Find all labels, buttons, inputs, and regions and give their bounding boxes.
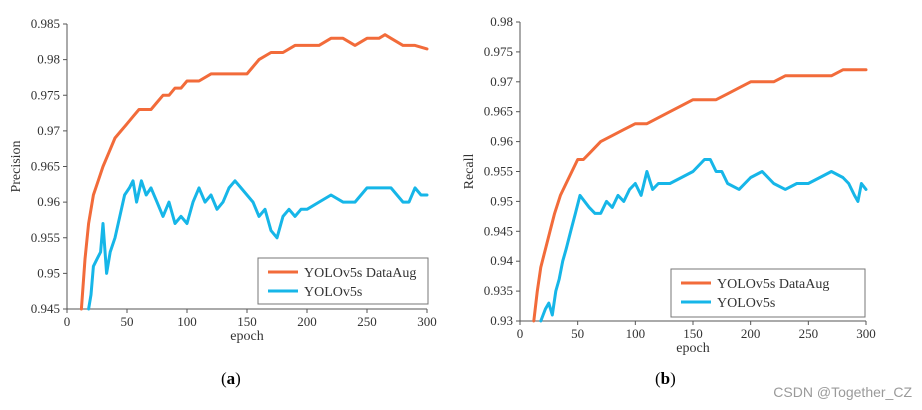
- pa-x-tick-label: 200: [297, 314, 317, 329]
- caption-a: (a): [221, 369, 241, 388]
- pa-y-tick-label: 0.98: [37, 52, 60, 67]
- caption-b-label: b: [660, 369, 671, 388]
- pb-y-tick-label: 0.96: [490, 134, 513, 149]
- pa-legend-label-0: YOLOv5s DataAug: [304, 266, 416, 281]
- pb-y-tick-label: 0.975: [484, 44, 513, 59]
- pb-y-tick-label: 0.935: [484, 283, 513, 298]
- caption-a-label: a: [226, 369, 236, 388]
- pa-legend-box: [257, 257, 429, 305]
- pa-x-tick-label: 50: [121, 314, 134, 329]
- pb-x-tick-label: 250: [799, 326, 819, 341]
- pa-y-tick-label: 0.96: [37, 194, 60, 209]
- pb-x-axis-label: epoch: [676, 341, 709, 356]
- pa-y-tick-label: 0.975: [31, 87, 60, 102]
- pb-x-tick-label: 150: [683, 326, 703, 341]
- pa-y-tick-label: 0.955: [31, 230, 60, 245]
- pa-y-tick-label: 0.985: [31, 16, 60, 31]
- pa-x-tick-label: 250: [357, 314, 377, 329]
- pb-y-tick-label: 0.97: [490, 74, 513, 89]
- pa-y-axis-label: Precision: [9, 140, 24, 192]
- recall-chart: 0.93 0.935 0.94 0.945 0.95 0.955 0.96 0.965 0.97…: [462, 14, 876, 356]
- pb-x-tick-label: 50: [571, 326, 584, 341]
- pb-x-tick-label: 0: [517, 326, 524, 341]
- pa-x-tick-label: 150: [237, 314, 257, 329]
- pb-y-tick-label: 0.94: [490, 253, 513, 268]
- watermark: CSDN @Together_CZ: [773, 384, 912, 400]
- pa-series-line-0: [79, 33, 429, 311]
- pb-series-line-1: [539, 158, 868, 323]
- pa-x-tick-label: 100: [177, 314, 197, 329]
- pb-x-tick-label: 100: [626, 326, 646, 341]
- pb-series-line-0: [532, 68, 868, 323]
- pb-y-tick-label: 0.955: [484, 164, 513, 179]
- pa-y-tick-label: 0.95: [37, 265, 60, 280]
- pa-y-tick-label: 0.965: [31, 159, 60, 174]
- caption-b: (b): [655, 369, 676, 388]
- pb-legend-label-0: YOLOv5s DataAug: [717, 277, 829, 292]
- precision-chart: 0.945 0.95 0.955 0.96 0.965 0.97 0.975 0.98 0.98…: [9, 16, 437, 344]
- pb-y-tick-label: 0.965: [484, 104, 513, 119]
- pa-series-line-1: [87, 179, 429, 311]
- pb-x-tick-label: 200: [741, 326, 761, 341]
- pa-y-tick-label: 0.945: [31, 301, 60, 316]
- pa-x-tick-label: 300: [417, 314, 437, 329]
- pb-legend-label-1: YOLOv5s: [717, 296, 775, 311]
- pa-y-tick-label: 0.97: [37, 123, 60, 138]
- pb-y-tick-label: 0.98: [490, 14, 513, 29]
- pb-y-tick-label: 0.93: [490, 313, 513, 328]
- pa-x-tick-label: 0: [64, 314, 71, 329]
- pb-legend-box: [670, 268, 866, 318]
- pb-y-axis-label: Recall: [462, 154, 477, 190]
- pa-legend-label-1: YOLOv5s: [304, 285, 362, 300]
- pb-y-tick-label: 0.95: [490, 193, 513, 208]
- pb-y-tick-label: 0.945: [484, 223, 513, 238]
- pa-x-axis-label: epoch: [230, 329, 263, 344]
- pb-x-tick-label: 300: [856, 326, 876, 341]
